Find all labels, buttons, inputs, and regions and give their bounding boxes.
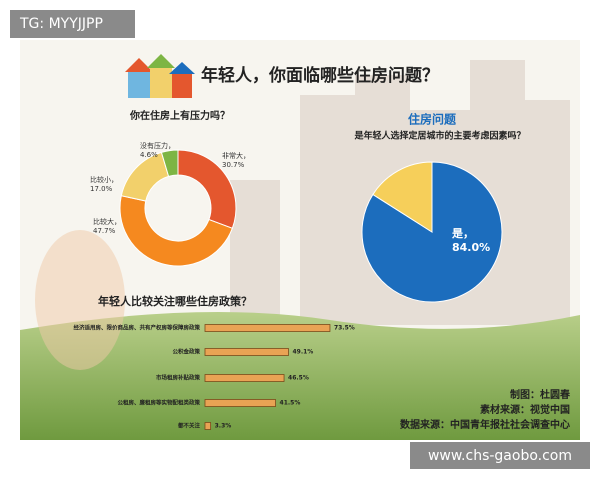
watermark: TG: MYYJJPP [19, 16, 103, 32]
credit: 素材来源：视觉中国 [480, 403, 570, 416]
chart-title: 年轻人比较关注哪些住房政策？ [98, 294, 252, 308]
value-label: 49.1% [292, 349, 313, 356]
value-label: 73.5% [334, 325, 355, 332]
bar [204, 399, 276, 407]
credit: 数据来源：中国青年报社社会调查中心 [400, 418, 570, 431]
category-label: 比较小， [90, 175, 118, 184]
pie-slice [372, 161, 433, 233]
watermark: www.chs-gaobo.com [428, 448, 572, 464]
bar [204, 348, 289, 356]
houses-icon [125, 54, 195, 98]
category-label: 是， [451, 227, 474, 240]
bar [204, 422, 212, 430]
grass [20, 312, 580, 440]
value-label: 84.0% [452, 241, 490, 254]
chart-title: 住房问题 [408, 112, 457, 127]
value-label: 4.6% [140, 151, 158, 159]
category-label: 公积金政策 [172, 348, 200, 356]
category-label: 比较大， [93, 217, 121, 226]
donut-segment [160, 149, 179, 177]
category-label: 市场租房补贴政策 [156, 374, 201, 382]
category-label: 非常大， [222, 151, 250, 160]
chart-subtitle: 是年轻人选择定居城市的主要考虑因素吗？ [353, 130, 525, 142]
category-label: 没有压力， [140, 141, 175, 150]
value-label: 30.7% [222, 161, 245, 169]
category-label: 公租房、廉租房等实物配租类政策 [117, 399, 200, 407]
value-label: 17.0% [90, 185, 113, 193]
chart-title: 你在住房上有压力吗？ [129, 109, 230, 122]
main-title: 年轻人，你面临哪些住房问题？ [201, 65, 439, 86]
value-label: 47.7% [93, 227, 116, 235]
bar [204, 324, 331, 332]
category-label: 经济适用房、限价商品房、共有产权房等保障房政策 [73, 324, 200, 332]
figure-decoration [35, 230, 125, 370]
category-label: 都不关注 [177, 422, 201, 430]
donut-segment [119, 195, 233, 267]
credit: 制图：杜圆春 [510, 388, 570, 401]
watermark-box [410, 442, 590, 469]
value-label: 46.5% [288, 375, 309, 382]
bar [204, 374, 285, 382]
watermark-box [10, 10, 135, 38]
value-label: 3.3% [215, 423, 232, 430]
value-label: 41.5% [280, 400, 301, 407]
